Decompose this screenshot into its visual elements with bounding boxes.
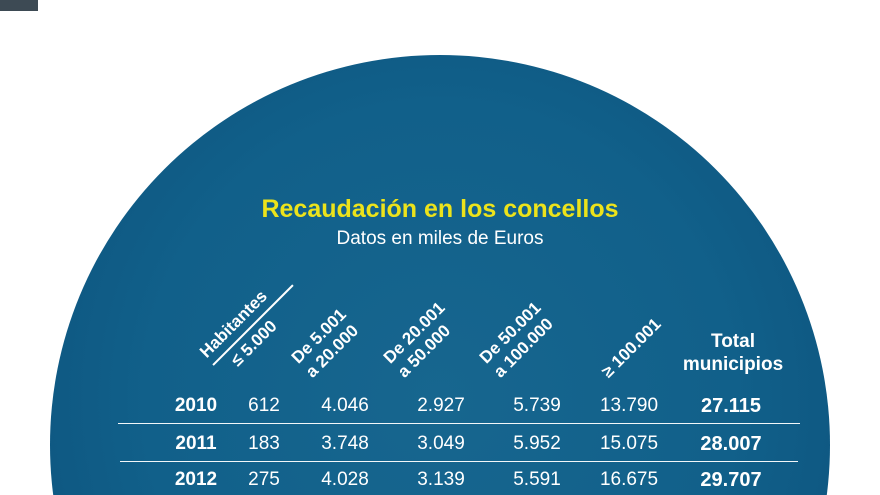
- cell-under-5000: 183: [248, 433, 280, 454]
- cell-5001-20000: 4.028: [321, 469, 369, 490]
- table-row-2011: 2011 183 3.748 3.049 5.952 15.075 28.007: [0, 433, 880, 459]
- cell-total: 29.707: [700, 469, 762, 491]
- table-row-2010: 2010 612 4.046 2.927 5.739 13.790 27.115: [0, 395, 880, 421]
- row-separator: [120, 461, 798, 462]
- chart-title: Recaudación en los concellos: [261, 195, 619, 223]
- cell-50001-100000: 5.591: [513, 469, 561, 490]
- cell-50001-100000: 5.952: [513, 433, 561, 454]
- total-header-line1: Total: [711, 331, 755, 352]
- cell-total: 27.115: [700, 395, 762, 417]
- cell-under-5000: 612: [248, 395, 280, 416]
- row-separator: [118, 423, 800, 424]
- cell-total: 28.007: [700, 433, 762, 455]
- background-circle: [50, 55, 830, 495]
- cell-50001-100000: 5.739: [513, 395, 561, 416]
- top-left-fragment: [0, 0, 38, 11]
- cell-over-100001: 13.790: [599, 395, 659, 416]
- row-year: 2010: [174, 395, 218, 416]
- cell-under-5000: 275: [248, 469, 280, 490]
- cell-over-100001: 15.075: [599, 433, 659, 454]
- total-header-line2: municipios: [682, 354, 784, 375]
- chart-subtitle: Datos en miles de Euros: [336, 228, 544, 249]
- row-year: 2011: [175, 433, 217, 454]
- cell-20001-50000: 3.049: [417, 433, 465, 454]
- table-row-2012: 2012 275 4.028 3.139 5.591 16.675 29.707: [0, 469, 880, 495]
- row-year: 2012: [174, 469, 218, 490]
- cell-5001-20000: 3.748: [321, 433, 369, 454]
- cell-20001-50000: 3.139: [417, 469, 465, 490]
- cell-20001-50000: 2.927: [417, 395, 465, 416]
- cell-5001-20000: 4.046: [321, 395, 369, 416]
- cell-over-100001: 16.675: [599, 469, 659, 490]
- column-header-total-municipios: Total municipios: [676, 330, 790, 376]
